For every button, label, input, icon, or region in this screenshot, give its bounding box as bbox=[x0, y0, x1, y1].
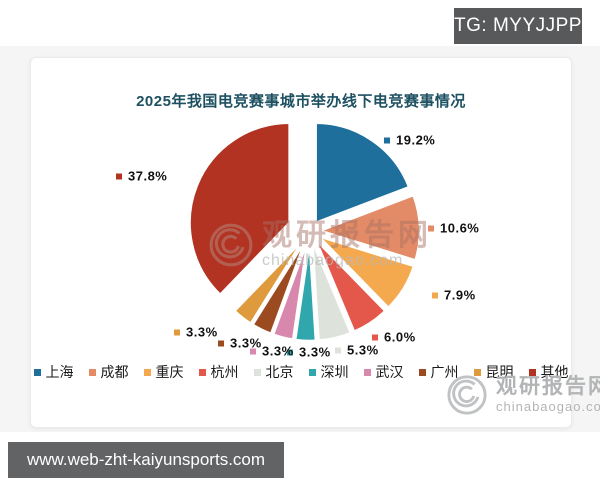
legend-item-5[interactable]: 深圳 bbox=[308, 362, 349, 382]
watermark-bottom-right: 观研报告网 chinabaogao.com bbox=[446, 374, 600, 416]
pie-value-text: 10.6% bbox=[440, 220, 480, 236]
legend-item-0[interactable]: 上海 bbox=[33, 362, 74, 382]
legend-marker-icon bbox=[143, 368, 151, 376]
label-marker-icon bbox=[287, 349, 293, 355]
pie-value-label-3: 6.0% bbox=[372, 330, 416, 345]
legend-label: 其他 bbox=[540, 364, 569, 380]
pie-slice-6[interactable] bbox=[271, 239, 309, 341]
pie-slice-8[interactable] bbox=[233, 237, 306, 325]
legend-item-1[interactable]: 成都 bbox=[88, 362, 129, 382]
label-marker-icon bbox=[335, 347, 341, 353]
chart-title: 2025年我国电竞赛事城市举办线下电竞赛事情况 bbox=[136, 93, 466, 110]
legend-marker-icon bbox=[418, 368, 426, 376]
watermark-name: 观研报告网 bbox=[496, 375, 600, 399]
legend-marker-icon bbox=[198, 368, 206, 376]
legend-item-3[interactable]: 杭州 bbox=[198, 362, 239, 382]
label-marker-icon bbox=[372, 334, 378, 340]
pie-slice-0[interactable] bbox=[314, 121, 411, 225]
label-marker-icon bbox=[428, 225, 434, 231]
pie-value-label-5: 3.3% bbox=[287, 345, 331, 360]
legend-marker-icon bbox=[33, 368, 41, 376]
pie-value-label-9: 37.8% bbox=[116, 169, 167, 184]
pie-slice-2[interactable] bbox=[317, 234, 416, 310]
legend-item-4[interactable]: 北京 bbox=[253, 362, 294, 382]
legend-marker-icon bbox=[473, 368, 481, 376]
label-marker-icon bbox=[432, 292, 438, 298]
chart-legend: 上海 成都 重庆 杭州 北京 深圳 武汉 广州 昆明 其他 bbox=[33, 362, 569, 382]
label-marker-icon bbox=[250, 348, 256, 354]
legend-item-6[interactable]: 武汉 bbox=[363, 362, 404, 382]
pie-slice-5[interactable] bbox=[293, 239, 318, 343]
legend-label: 重庆 bbox=[155, 364, 184, 380]
watermark-domain: chinabaogao.com bbox=[496, 398, 600, 414]
pie-value-text: 3.3% bbox=[299, 344, 331, 360]
pie-value-label-2: 7.9% bbox=[432, 288, 476, 303]
legend-label: 上海 bbox=[45, 364, 74, 380]
pie-value-label-7: 3.3% bbox=[218, 336, 262, 351]
pie-value-label-1: 10.6% bbox=[428, 221, 479, 236]
pie-value-label-6: 3.3% bbox=[250, 344, 294, 359]
legend-label: 杭州 bbox=[210, 364, 239, 380]
legend-label: 昆明 bbox=[485, 364, 514, 380]
label-marker-icon bbox=[174, 329, 180, 335]
legend-marker-icon bbox=[253, 368, 261, 376]
pie-value-text: 5.3% bbox=[347, 342, 379, 358]
legend-marker-icon bbox=[308, 368, 316, 376]
pie-value-text: 37.8% bbox=[128, 168, 168, 184]
pie-value-label-4: 5.3% bbox=[335, 343, 379, 358]
site-url-badge[interactable]: www.web-zht-kaiyunsports.com bbox=[8, 442, 284, 478]
legend-marker-icon bbox=[528, 368, 536, 376]
legend-label: 深圳 bbox=[320, 364, 349, 380]
watermark-name: 观研报告网 bbox=[262, 219, 432, 252]
legend-item-7[interactable]: 广州 bbox=[418, 362, 459, 382]
pie-value-label-0: 19.2% bbox=[384, 133, 435, 148]
pie-value-text: 6.0% bbox=[384, 329, 416, 345]
watermark-domain: chinabaogao.com bbox=[262, 251, 404, 269]
pie-value-text: 3.3% bbox=[262, 343, 294, 359]
watermark-logo-icon bbox=[209, 223, 253, 267]
label-marker-icon bbox=[384, 137, 390, 143]
legend-label: 武汉 bbox=[375, 364, 404, 380]
pie-slice-1[interactable] bbox=[318, 193, 422, 262]
tg-contact-badge[interactable]: TG: MYYJJPP bbox=[454, 8, 582, 44]
watermark-logo-icon bbox=[447, 375, 487, 415]
watermark-center: 观研报告网 chinabaogao.com bbox=[208, 220, 432, 270]
pie-slice-3[interactable] bbox=[314, 238, 387, 333]
pie-slice-4[interactable] bbox=[311, 239, 353, 342]
legend-item-2[interactable]: 重庆 bbox=[143, 362, 184, 382]
label-marker-icon bbox=[116, 173, 122, 179]
legend-item-9[interactable]: 其他 bbox=[528, 362, 569, 382]
legend-marker-icon bbox=[88, 368, 96, 376]
legend-label: 北京 bbox=[265, 364, 294, 380]
pie-value-text: 19.2% bbox=[396, 132, 436, 148]
pie-slice-9[interactable] bbox=[188, 121, 291, 297]
legend-label: 广州 bbox=[430, 364, 459, 380]
legend-item-8[interactable]: 昆明 bbox=[473, 362, 514, 382]
pie-slice-7[interactable] bbox=[251, 238, 307, 336]
pie-value-text: 7.9% bbox=[444, 287, 476, 303]
pie-value-text: 3.3% bbox=[186, 324, 218, 340]
pie-value-text: 3.3% bbox=[230, 335, 262, 351]
legend-marker-icon bbox=[363, 368, 371, 376]
label-marker-icon bbox=[218, 340, 224, 346]
pie-value-label-8: 3.3% bbox=[174, 325, 218, 340]
legend-label: 成都 bbox=[100, 364, 129, 380]
